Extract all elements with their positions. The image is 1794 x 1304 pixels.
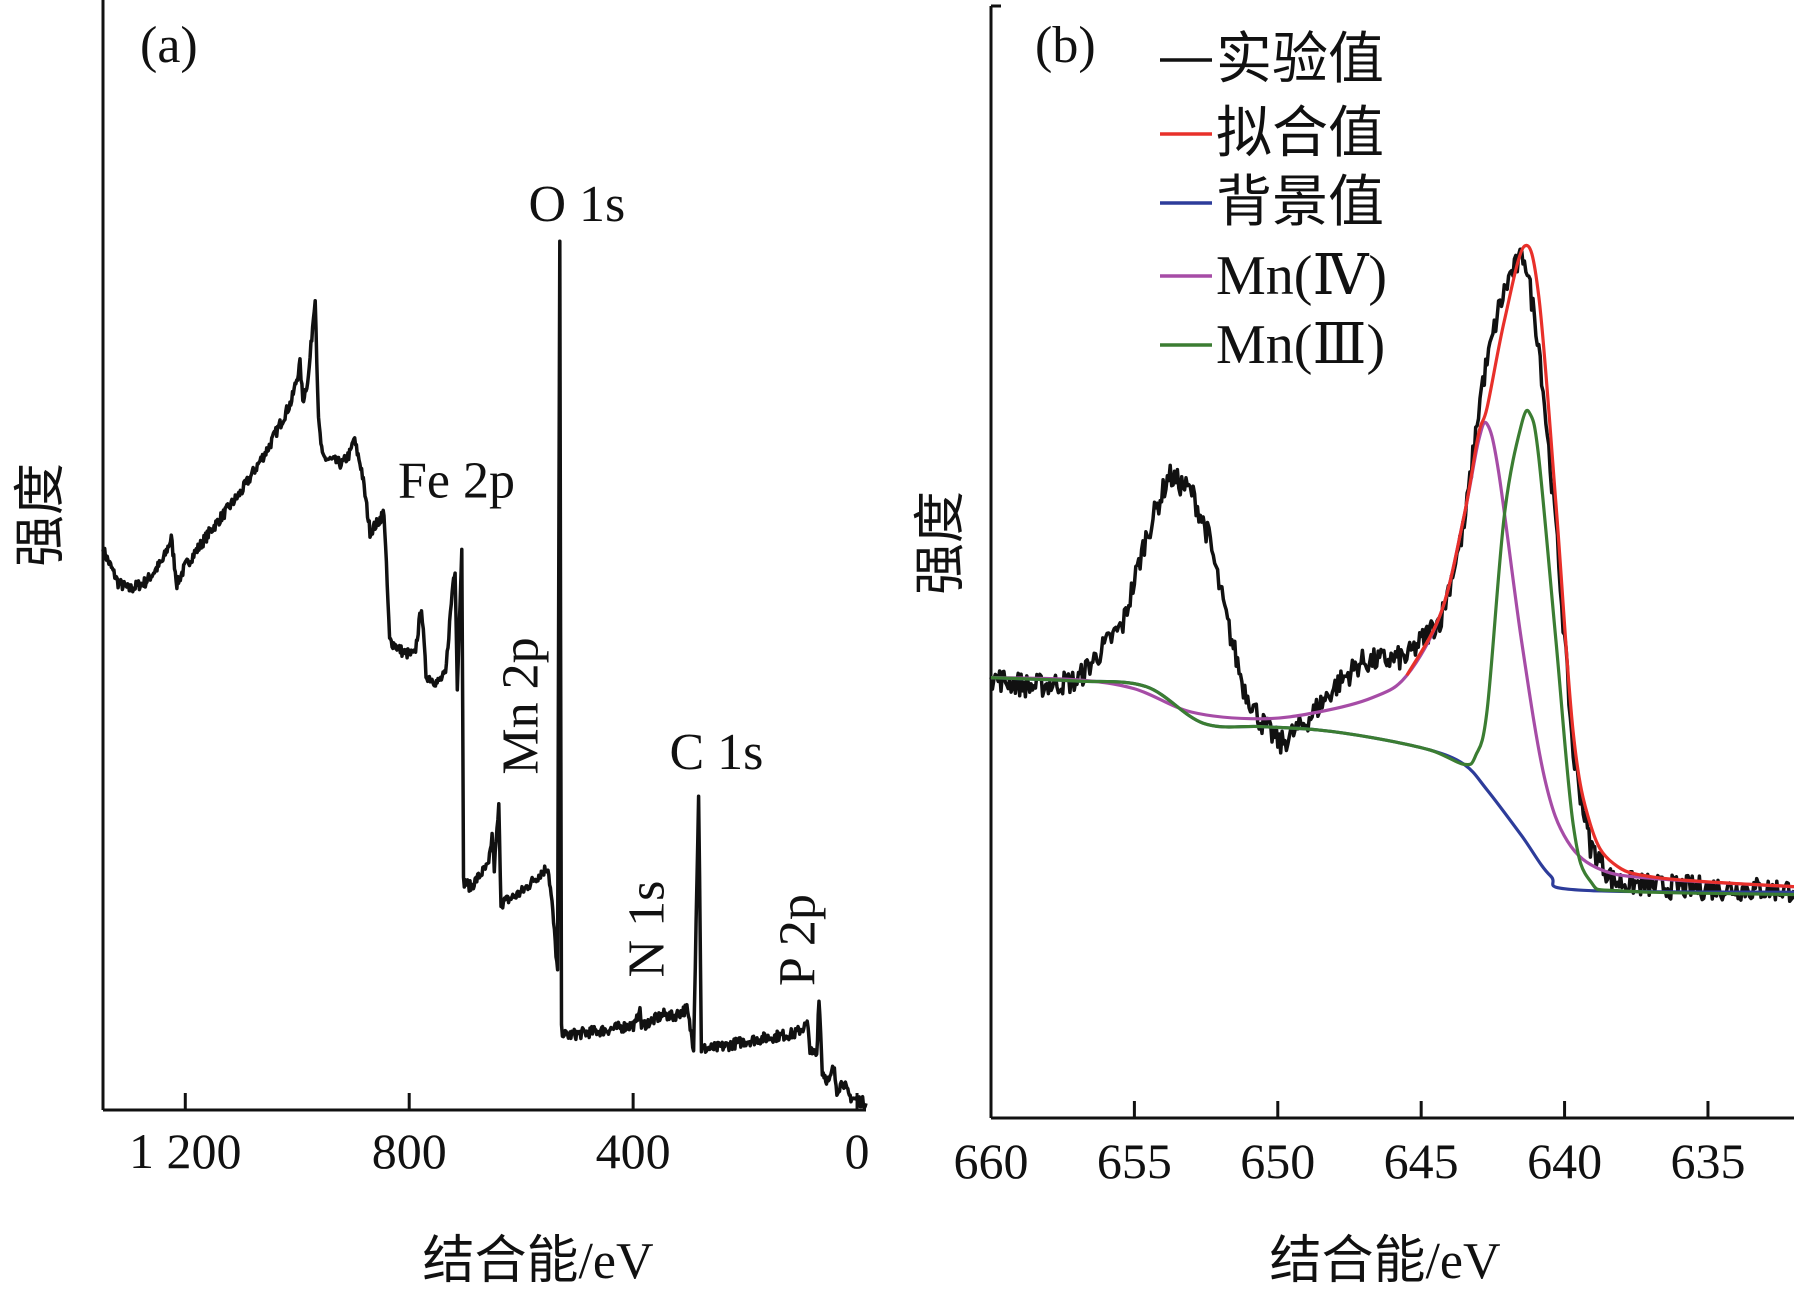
legend-label: Mn(Ⅳ) xyxy=(1216,245,1387,307)
x-tick-label: 635 xyxy=(1670,1133,1745,1189)
panel-a-y-axis-label: 强度 xyxy=(13,463,70,567)
panel-b-y-axis-label: 强度 xyxy=(913,491,970,595)
panel-b-label: (b) xyxy=(1035,17,1096,74)
peak-annotation: P 2p xyxy=(769,894,826,986)
x-tick-label: 645 xyxy=(1384,1133,1459,1189)
legend-item: 背景值 xyxy=(1160,172,1384,234)
series-line-拟合值 xyxy=(1405,243,1794,889)
x-tick-label: 640 xyxy=(1527,1133,1602,1189)
legend-item: 拟合值 xyxy=(1160,103,1384,165)
legend-label: Mn(Ⅲ) xyxy=(1216,314,1385,376)
legend-item: Mn(Ⅲ) xyxy=(1160,314,1385,376)
legend-item: 实验值 xyxy=(1160,29,1384,91)
panel-b-mn2p-chart: (b) 结合能/eV 强度 660 655 650 645 640 635 实验值拟合值背景… xyxy=(913,4,1794,1290)
x-tick-label: 1 200 xyxy=(129,1123,242,1179)
panel-b-x-axis-label: 结合能/eV xyxy=(1269,1233,1500,1290)
peak-annotation: Fe 2p xyxy=(398,452,515,509)
series-line-survey xyxy=(101,239,868,1110)
panel-a-x-axis-label: 结合能/eV xyxy=(422,1233,653,1290)
x-tick-label: 655 xyxy=(1097,1133,1172,1189)
panel-a-survey-chart: (a) 结合能/eV 强度 1 200 800 400 0 O 1s Fe 2p Mn 2p… xyxy=(13,0,870,1290)
series-line-Mn(Ⅲ) xyxy=(990,408,1794,897)
peak-annotation: Mn 2p xyxy=(492,637,549,774)
legend-item: Mn(Ⅳ) xyxy=(1160,245,1387,307)
peak-annotation: O 1s xyxy=(528,176,625,233)
series-line-背景值 xyxy=(990,676,1794,894)
x-tick-label: 0 xyxy=(845,1123,870,1179)
legend-label: 背景值 xyxy=(1216,172,1384,234)
panel-a-label: (a) xyxy=(140,17,198,74)
peak-annotation: C 1s xyxy=(670,724,764,781)
series-line-实验值 xyxy=(989,247,1794,904)
legend-label: 拟合值 xyxy=(1216,103,1384,165)
x-tick-label: 800 xyxy=(372,1123,447,1179)
x-tick-label: 650 xyxy=(1240,1133,1315,1189)
legend-label: 实验值 xyxy=(1216,29,1384,91)
peak-annotation: N 1s xyxy=(618,881,675,978)
x-tick-label: 400 xyxy=(596,1123,671,1179)
x-tick-label: 660 xyxy=(954,1133,1029,1189)
